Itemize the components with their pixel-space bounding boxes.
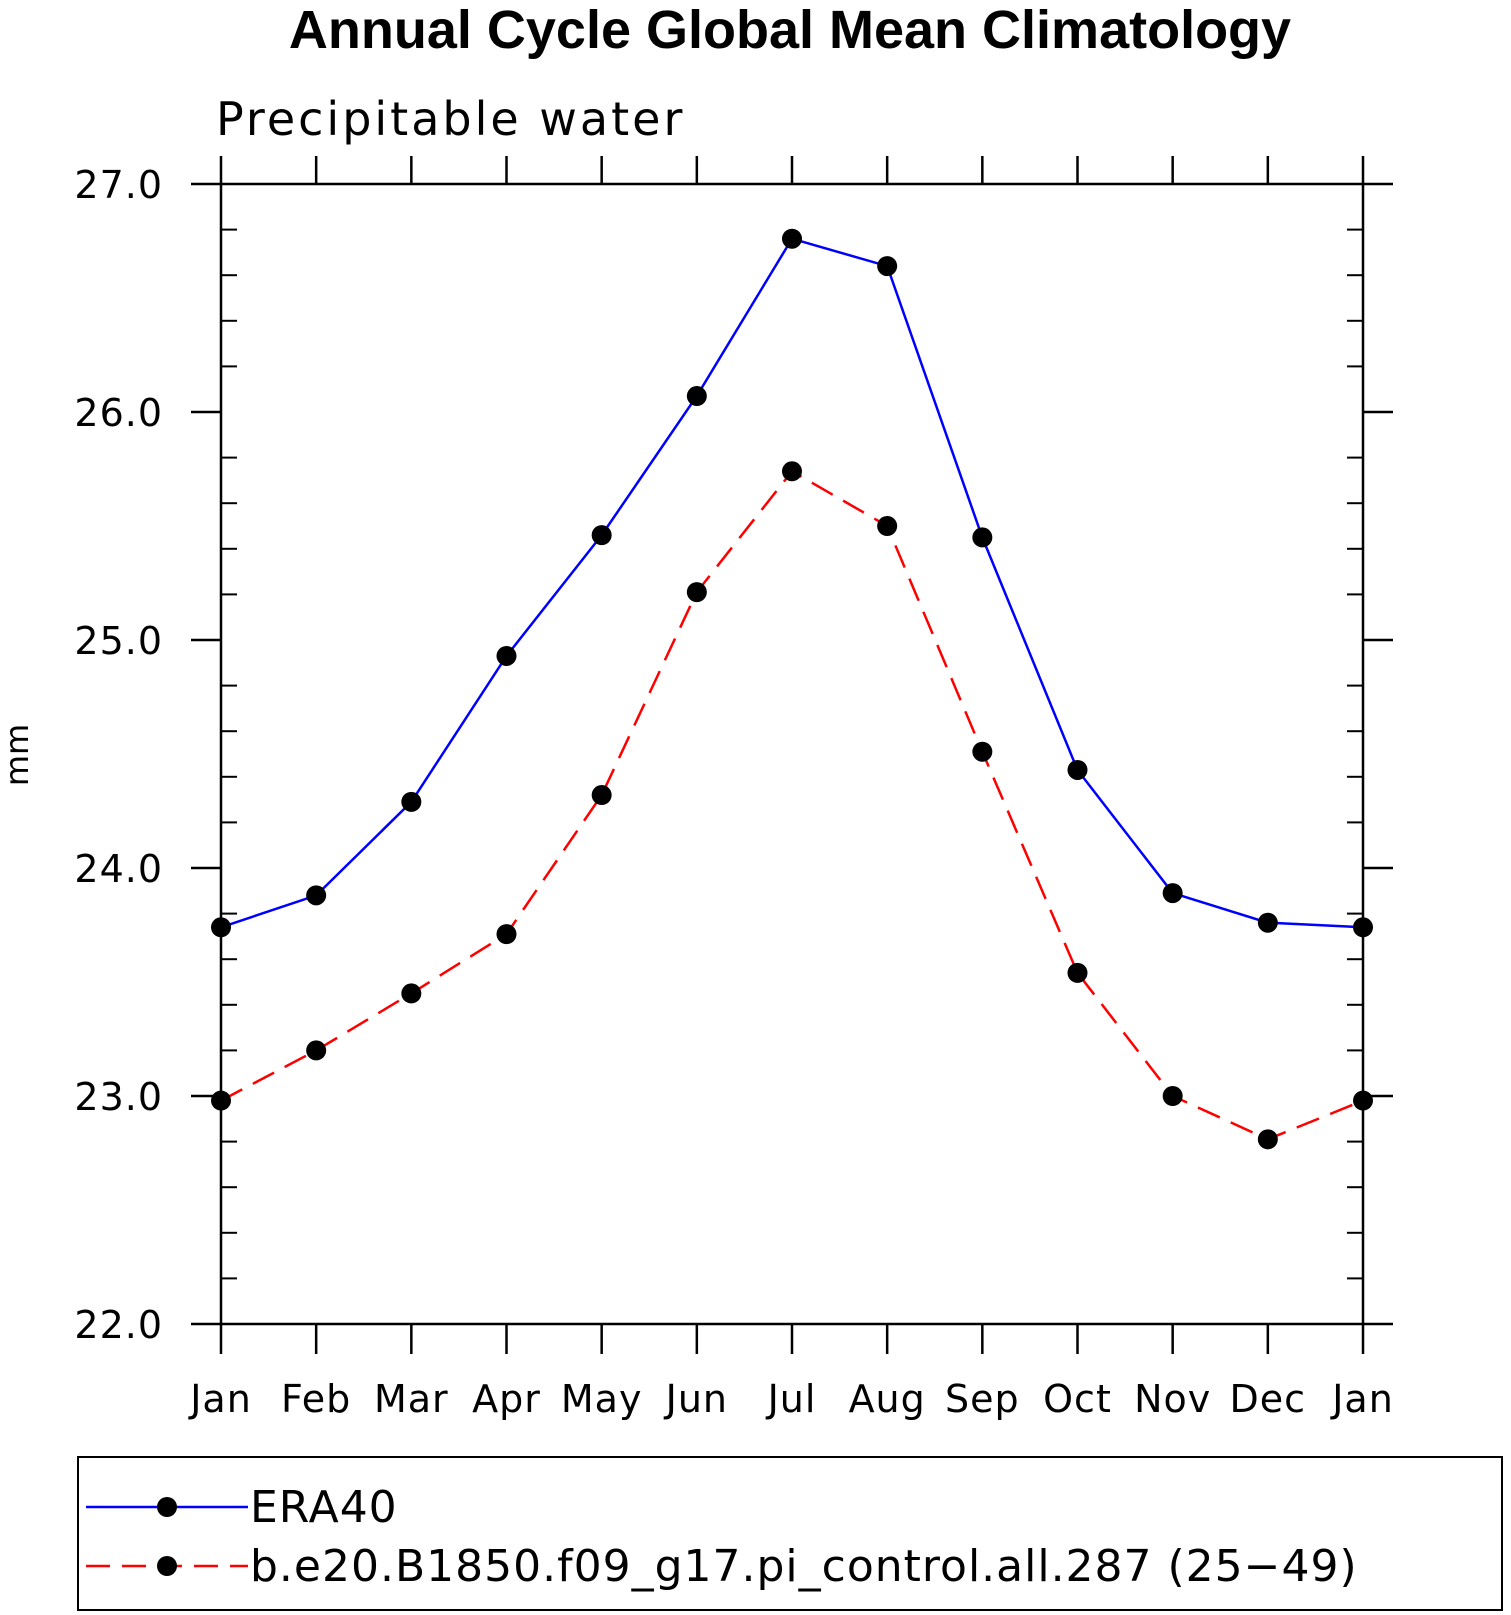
x-tick-label: Jun (664, 1377, 728, 1421)
y-tick-label: 22.0 (74, 1303, 163, 1347)
data-point (591, 785, 612, 806)
data-point (1162, 883, 1183, 904)
data-point (1257, 1129, 1278, 1150)
y-tick-label: 25.0 (74, 619, 163, 663)
data-point (782, 228, 802, 249)
x-tick-label: Sep (945, 1377, 1020, 1421)
data-point (972, 741, 993, 762)
data-point (782, 461, 802, 482)
data-point (401, 791, 422, 812)
chart-title: Annual Cycle Global Mean Climatology (289, 0, 1291, 60)
legend-marker (157, 1497, 177, 1517)
x-tick-label: Nov (1134, 1377, 1211, 1421)
data-point (401, 983, 422, 1004)
x-tick-label: Oct (1043, 1377, 1112, 1421)
data-point (972, 527, 993, 548)
data-point (496, 645, 517, 666)
plot-frame (219, 182, 1365, 1326)
legend-box (77, 1456, 1503, 1611)
series-line (220, 469, 1364, 1141)
axes: Jan Feb Mar Apr May Jun Jul Aug Sep Oct Nov Dec Jan 2… (74, 156, 1393, 1421)
legend: ERA40 b.e20.B1850.f09_g17.pi_control.all.… (77, 1456, 1503, 1611)
data-point (306, 1040, 327, 1061)
series-layer (211, 228, 1373, 1150)
legend-label: b.e20.B1850.f09_g17.pi_control.all.287 (… (250, 1541, 1358, 1592)
x-tick-label: Mar (374, 1377, 449, 1421)
x-tick-label: May (561, 1377, 643, 1421)
data-point (1067, 759, 1088, 780)
data-point (1257, 912, 1278, 933)
data-point (1353, 917, 1373, 938)
y-tick-label: 24.0 (74, 847, 163, 891)
data-point (1162, 1086, 1183, 1106)
x-tick-label: Apr (472, 1377, 541, 1421)
data-point (686, 386, 707, 407)
data-point (306, 885, 327, 906)
x-tick-label: Jan (1330, 1377, 1394, 1421)
x-tick-label: Aug (849, 1377, 926, 1421)
x-tick-label: Dec (1230, 1377, 1307, 1421)
x-tick-label: Jan (188, 1377, 252, 1421)
data-point (877, 516, 898, 536)
data-point (496, 924, 517, 945)
series-2 (211, 461, 1373, 1150)
data-point (211, 1090, 231, 1111)
y-tick-label: 27.0 (74, 163, 163, 207)
y-tick-label: 26.0 (74, 391, 163, 435)
data-point (877, 256, 898, 277)
x-tick-label: Feb (281, 1377, 351, 1421)
legend-marker (157, 1556, 177, 1576)
series-line (220, 237, 1364, 929)
data-point (686, 582, 707, 603)
legend-label: ERA40 (250, 1482, 398, 1533)
data-point (591, 525, 612, 546)
series-1 (211, 228, 1373, 938)
y-axis-label: mm (0, 724, 36, 786)
y-tick-label: 23.0 (74, 1075, 163, 1119)
data-point (1067, 962, 1088, 983)
chart-subtitle: Precipitable water (216, 92, 685, 146)
data-point (211, 917, 231, 938)
x-tick-label: Jul (766, 1377, 817, 1421)
data-point (1353, 1090, 1373, 1111)
